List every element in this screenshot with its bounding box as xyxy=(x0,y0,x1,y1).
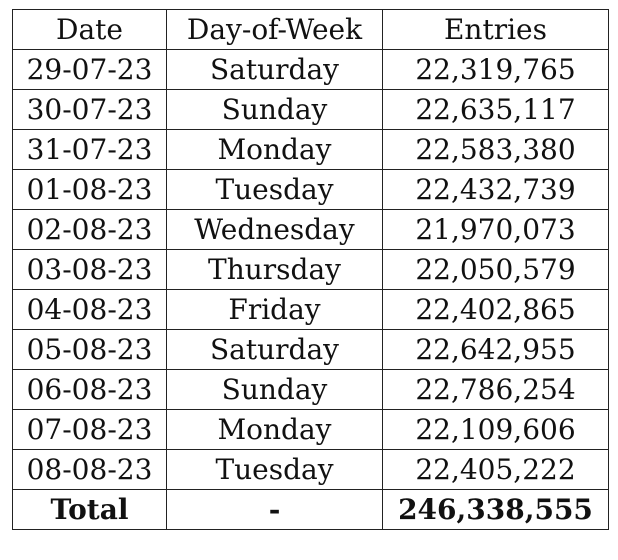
total-row: Total - 246,338,555 xyxy=(12,489,609,530)
day-cell: Sunday xyxy=(166,369,383,410)
day-cell: Monday xyxy=(166,129,383,170)
entries-cell: 22,050,579 xyxy=(382,249,609,290)
entries-cell: 22,109,606 xyxy=(382,409,609,450)
entries-cell: 21,970,073 xyxy=(382,209,609,250)
table-row: 03-08-23 Thursday 22,050,579 xyxy=(12,249,609,290)
day-cell: Saturday xyxy=(166,329,383,370)
header-entries: Entries xyxy=(382,9,609,50)
table-row: 04-08-23 Friday 22,402,865 xyxy=(12,289,609,330)
total-entries: 246,338,555 xyxy=(382,489,609,530)
date-cell: 07-08-23 xyxy=(12,409,167,450)
entries-cell: 22,319,765 xyxy=(382,49,609,90)
table-row: 05-08-23 Saturday 22,642,955 xyxy=(12,329,609,370)
entries-cell: 22,583,380 xyxy=(382,129,609,170)
day-cell: Monday xyxy=(166,409,383,450)
day-cell: Sunday xyxy=(166,89,383,130)
date-cell: 03-08-23 xyxy=(12,249,167,290)
date-cell: 01-08-23 xyxy=(12,169,167,210)
day-cell: Wednesday xyxy=(166,209,383,250)
entries-cell: 22,786,254 xyxy=(382,369,609,410)
day-cell: Saturday xyxy=(166,49,383,90)
date-cell: 05-08-23 xyxy=(12,329,167,370)
table-row: 01-08-23 Tuesday 22,432,739 xyxy=(12,169,609,210)
header-date: Date xyxy=(12,9,167,50)
table-row: 07-08-23 Monday 22,109,606 xyxy=(12,409,609,450)
date-cell: 06-08-23 xyxy=(12,369,167,410)
total-label: Total xyxy=(12,489,167,530)
date-cell: 08-08-23 xyxy=(12,449,167,490)
entries-cell: 22,402,865 xyxy=(382,289,609,330)
table-row: 02-08-23 Wednesday 21,970,073 xyxy=(12,209,609,250)
table-row: 30-07-23 Sunday 22,635,117 xyxy=(12,89,609,130)
table-row: 06-08-23 Sunday 22,786,254 xyxy=(12,369,609,410)
date-cell: 30-07-23 xyxy=(12,89,167,130)
header-row: Date Day-of-Week Entries xyxy=(12,9,609,50)
header-day-of-week: Day-of-Week xyxy=(166,9,383,50)
date-cell: 31-07-23 xyxy=(12,129,167,170)
total-day: - xyxy=(166,489,383,530)
date-cell: 29-07-23 xyxy=(12,49,167,90)
entries-table: Date Day-of-Week Entries 29-07-23 Saturd… xyxy=(12,9,609,530)
day-cell: Tuesday xyxy=(166,169,383,210)
day-cell: Friday xyxy=(166,289,383,330)
entries-cell: 22,432,739 xyxy=(382,169,609,210)
date-cell: 04-08-23 xyxy=(12,289,167,330)
date-cell: 02-08-23 xyxy=(12,209,167,250)
day-cell: Thursday xyxy=(166,249,383,290)
day-cell: Tuesday xyxy=(166,449,383,490)
table-row: 29-07-23 Saturday 22,319,765 xyxy=(12,49,609,90)
table-row: 08-08-23 Tuesday 22,405,222 xyxy=(12,449,609,490)
table-row: 31-07-23 Monday 22,583,380 xyxy=(12,129,609,170)
entries-cell: 22,635,117 xyxy=(382,89,609,130)
entries-cell: 22,642,955 xyxy=(382,329,609,370)
entries-cell: 22,405,222 xyxy=(382,449,609,490)
